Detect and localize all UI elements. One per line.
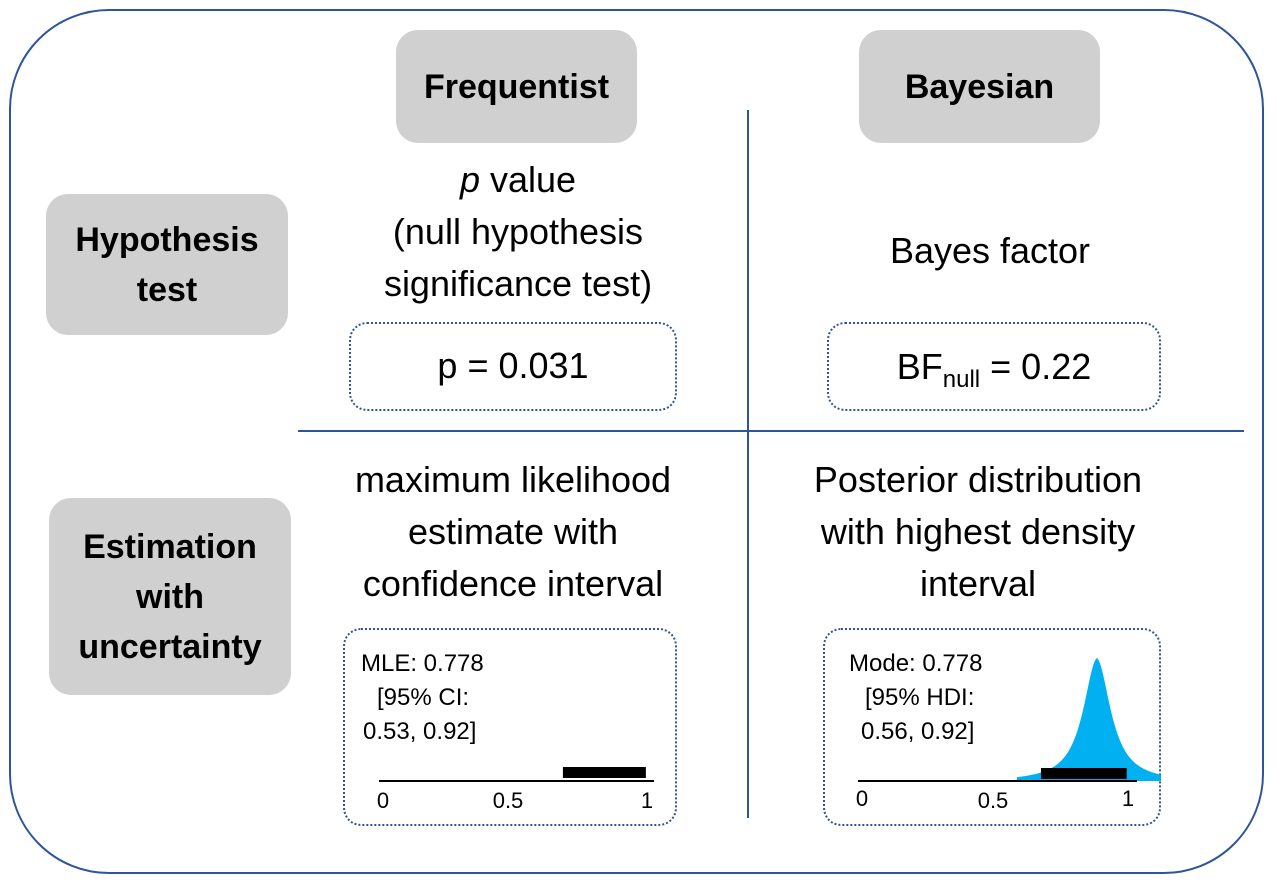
ci-plot: 0 0.5 1 bbox=[377, 767, 654, 813]
estimation-row-label-1: Estimation bbox=[83, 527, 257, 566]
mode-value: Mode: 0.778 bbox=[849, 650, 983, 677]
bf-suffix: = 0.22 bbox=[980, 346, 1092, 387]
hdi-tick-1: 1 bbox=[1122, 786, 1134, 811]
bayes-factor-label: Bayes factor bbox=[889, 230, 1091, 271]
frequentist-header-label: Frequentist bbox=[423, 67, 610, 106]
p-value-result: p = 0.031 bbox=[437, 345, 589, 386]
mle-line-2: estimate with bbox=[407, 511, 619, 552]
ci-tick-05: 0.5 bbox=[493, 788, 524, 813]
ci-interval-bar bbox=[562, 767, 646, 778]
p-value-rest: value bbox=[479, 159, 577, 200]
highest-density-interval-box: 0 0.5 1 Mode: 0.778 [95% HDI: 0.56, 0.92… bbox=[823, 628, 1161, 826]
p-value-line: p value bbox=[318, 154, 718, 206]
bayesian-estimation-description: Posterior distribution with highest dens… bbox=[768, 454, 1188, 610]
mle-line-1: maximum likelihood bbox=[354, 459, 672, 500]
mle-line-3: confidence interval bbox=[362, 563, 664, 604]
nhst-line-2: significance test) bbox=[383, 263, 653, 304]
hypothesis-row-label-1: Hypothesis bbox=[75, 220, 259, 259]
ci-label: [95% CI: bbox=[377, 684, 470, 711]
hdi-range: 0.56, 0.92] bbox=[861, 718, 975, 745]
posterior-line-2: with highest density bbox=[820, 511, 1136, 552]
posterior-line-3: interval bbox=[919, 563, 1037, 604]
estimation-row-header: Estimation with uncertainty bbox=[49, 498, 291, 695]
p-value-result-box: p = 0.031 bbox=[349, 322, 677, 411]
row-divider bbox=[298, 430, 1244, 432]
ci-tick-1: 1 bbox=[641, 788, 653, 813]
hdi-tick-05: 0.5 bbox=[978, 788, 1009, 813]
bayes-factor-result-box: BFnull = 0.22 bbox=[827, 322, 1161, 411]
posterior-plot: 0 0.5 1 bbox=[856, 658, 1161, 813]
hdi-label: [95% HDI: bbox=[865, 684, 975, 711]
bayes-factor-description: Bayes factor bbox=[790, 225, 1190, 277]
p-italic: p bbox=[459, 159, 480, 200]
outer-frame bbox=[9, 9, 1264, 874]
ci-range: 0.53, 0.92] bbox=[363, 718, 477, 745]
mle-value: MLE: 0.778 bbox=[361, 650, 484, 677]
hdi-interval-bar bbox=[1040, 768, 1127, 779]
hypothesis-row-header: Hypothesis test bbox=[46, 194, 288, 335]
frequentist-hypothesis-description: p value (null hypothesis significance te… bbox=[318, 154, 718, 310]
hdi-tick-0: 0 bbox=[856, 786, 868, 811]
hypothesis-row-label-2: test bbox=[136, 270, 198, 309]
posterior-line-1: Posterior distribution bbox=[813, 459, 1143, 500]
nhst-line-1: (null hypothesis bbox=[392, 211, 644, 252]
frequentist-estimation-description: maximum likelihood estimate with confide… bbox=[308, 454, 718, 610]
posterior-density-curve bbox=[1016, 658, 1161, 781]
bf-subscript: null bbox=[942, 366, 981, 393]
estimation-row-label-2: with bbox=[136, 577, 204, 616]
confidence-interval-box: MLE: 0.778 [95% CI: 0.53, 0.92] 0 0.5 1 bbox=[343, 628, 677, 826]
frequentist-header: Frequentist bbox=[396, 30, 637, 143]
bayesian-header: Bayesian bbox=[859, 30, 1100, 143]
ci-tick-0: 0 bbox=[377, 788, 389, 813]
bf-prefix: BF bbox=[896, 346, 943, 387]
bayes-factor-result: BFnull = 0.22 bbox=[829, 346, 1159, 392]
estimation-row-label-3: uncertainty bbox=[78, 627, 262, 666]
column-divider bbox=[747, 110, 749, 818]
bayesian-header-label: Bayesian bbox=[904, 67, 1055, 106]
